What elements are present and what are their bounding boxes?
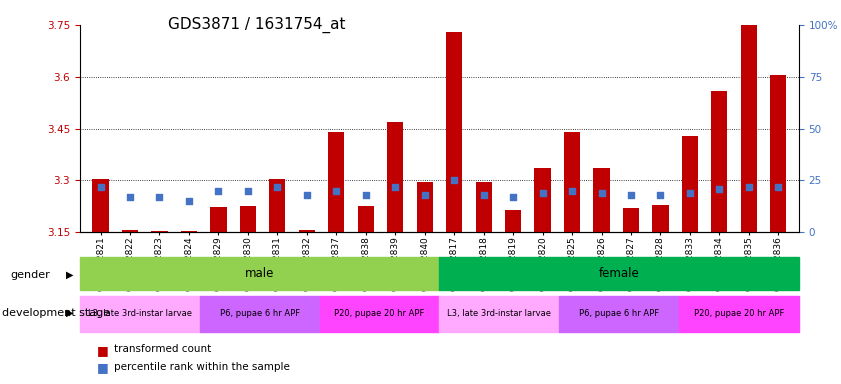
Text: L3, late 3rd-instar larvae: L3, late 3rd-instar larvae bbox=[87, 310, 192, 318]
Bar bbox=[505, 210, 521, 232]
Bar bbox=[559, 296, 679, 332]
Point bbox=[683, 190, 696, 196]
Point bbox=[595, 190, 608, 196]
Point bbox=[447, 177, 461, 184]
Bar bbox=[594, 168, 610, 232]
Bar bbox=[679, 296, 799, 332]
Text: L3, late 3rd-instar larvae: L3, late 3rd-instar larvae bbox=[447, 310, 552, 318]
Bar bbox=[711, 91, 727, 232]
Bar bbox=[240, 206, 256, 232]
Bar bbox=[93, 179, 108, 232]
Point bbox=[742, 184, 755, 190]
Point bbox=[771, 184, 785, 190]
Bar bbox=[299, 230, 315, 232]
Point bbox=[359, 192, 373, 198]
Bar bbox=[210, 207, 226, 232]
Point bbox=[330, 188, 343, 194]
Text: gender: gender bbox=[10, 270, 50, 280]
Point bbox=[624, 192, 637, 198]
Bar bbox=[269, 179, 285, 232]
Point bbox=[241, 188, 255, 194]
Bar bbox=[653, 205, 669, 232]
Bar bbox=[416, 182, 433, 232]
Bar bbox=[682, 136, 698, 232]
Point bbox=[712, 186, 726, 192]
Text: male: male bbox=[245, 267, 274, 280]
Bar bbox=[564, 132, 580, 232]
Text: ■: ■ bbox=[97, 361, 108, 374]
Bar bbox=[623, 208, 639, 232]
Bar bbox=[357, 206, 374, 232]
Bar bbox=[770, 75, 786, 232]
Bar bbox=[475, 182, 492, 232]
Bar bbox=[199, 296, 320, 332]
Text: P20, pupae 20 hr APF: P20, pupae 20 hr APF bbox=[694, 310, 784, 318]
Bar bbox=[439, 257, 799, 290]
Bar bbox=[741, 25, 757, 232]
Point bbox=[477, 192, 490, 198]
Point bbox=[153, 194, 167, 200]
Point bbox=[506, 194, 520, 200]
Point bbox=[94, 184, 108, 190]
Bar bbox=[387, 122, 404, 232]
Bar bbox=[439, 296, 559, 332]
Point bbox=[182, 198, 196, 204]
Point bbox=[418, 192, 431, 198]
Bar bbox=[151, 230, 167, 232]
Point bbox=[653, 192, 667, 198]
Bar bbox=[328, 132, 344, 232]
Point bbox=[271, 184, 284, 190]
Text: P6, pupae 6 hr APF: P6, pupae 6 hr APF bbox=[220, 310, 299, 318]
Point bbox=[565, 188, 579, 194]
Text: P20, pupae 20 hr APF: P20, pupae 20 hr APF bbox=[335, 310, 425, 318]
Text: transformed count: transformed count bbox=[114, 344, 211, 354]
Point bbox=[212, 188, 225, 194]
Text: development stage: development stage bbox=[2, 308, 110, 318]
Bar bbox=[80, 257, 439, 290]
Point bbox=[536, 190, 549, 196]
Point bbox=[300, 192, 314, 198]
Bar bbox=[122, 230, 138, 232]
Bar bbox=[181, 231, 197, 232]
Text: female: female bbox=[599, 267, 639, 280]
Point bbox=[124, 194, 137, 200]
Text: percentile rank within the sample: percentile rank within the sample bbox=[114, 362, 289, 372]
Text: GDS3871 / 1631754_at: GDS3871 / 1631754_at bbox=[168, 17, 346, 33]
Text: ▶: ▶ bbox=[66, 270, 73, 280]
Bar bbox=[320, 296, 439, 332]
Text: ▶: ▶ bbox=[66, 308, 73, 318]
Point bbox=[389, 184, 402, 190]
Bar bbox=[446, 32, 463, 232]
Text: P6, pupae 6 hr APF: P6, pupae 6 hr APF bbox=[579, 310, 659, 318]
Text: ■: ■ bbox=[97, 344, 108, 357]
Bar bbox=[80, 296, 199, 332]
Bar bbox=[535, 168, 551, 232]
